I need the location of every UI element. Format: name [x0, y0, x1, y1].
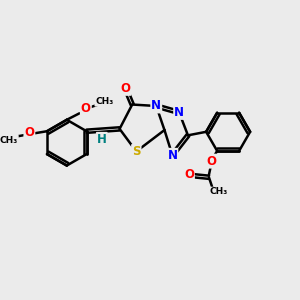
Text: N: N — [174, 106, 184, 119]
Text: O: O — [184, 168, 194, 181]
Text: O: O — [24, 126, 34, 139]
Text: O: O — [207, 154, 217, 168]
Text: O: O — [121, 82, 130, 95]
Text: O: O — [81, 102, 91, 115]
Text: N: N — [151, 100, 161, 112]
Text: CH₃: CH₃ — [95, 97, 113, 106]
Text: H: H — [97, 133, 107, 146]
Text: S: S — [132, 145, 141, 158]
Text: CH₃: CH₃ — [210, 188, 228, 196]
Text: CH₃: CH₃ — [0, 136, 18, 145]
Text: N: N — [167, 149, 177, 162]
